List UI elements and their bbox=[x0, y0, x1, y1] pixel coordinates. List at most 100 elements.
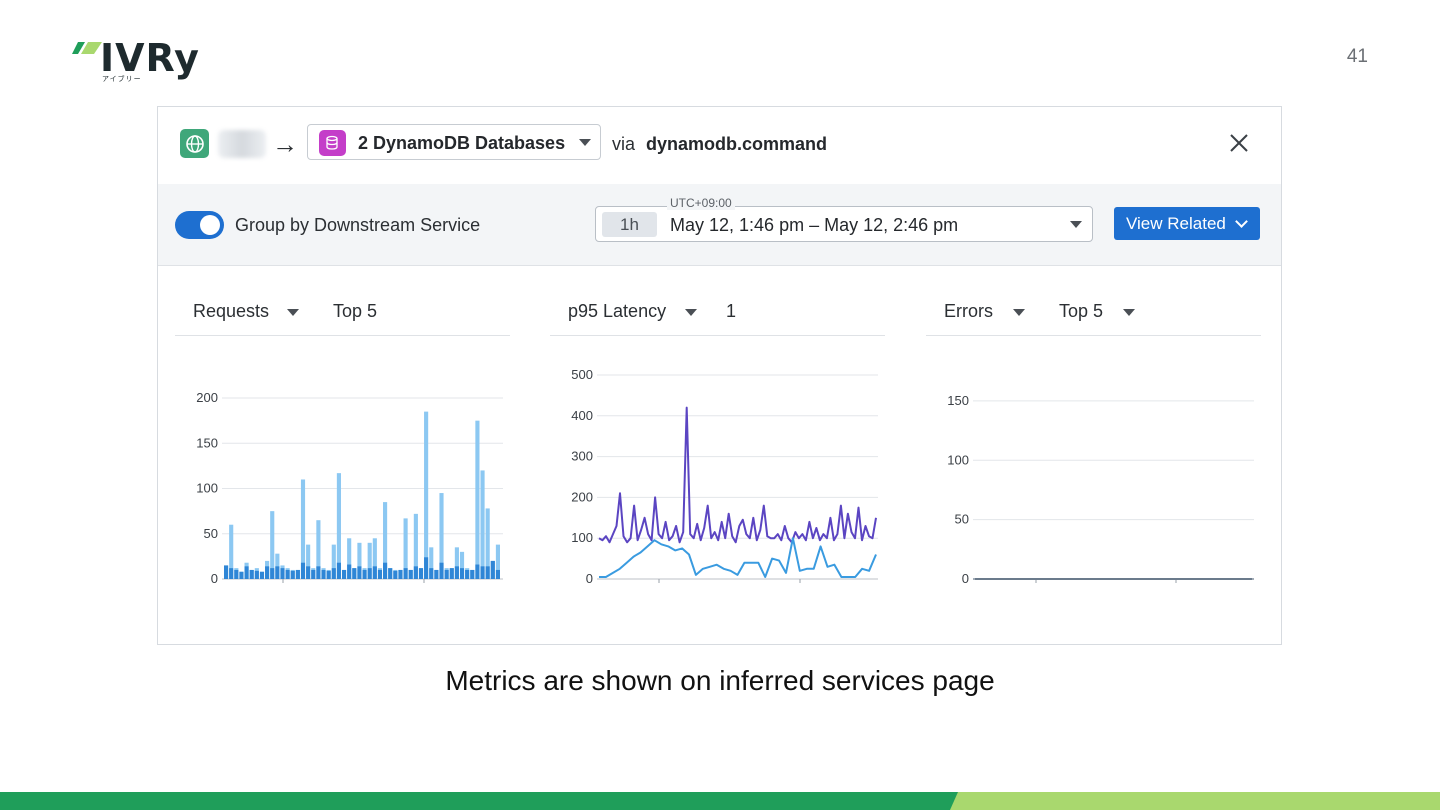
chevron-down-icon bbox=[1235, 215, 1248, 228]
database-select-label: 2 DynamoDB Databases bbox=[358, 133, 565, 154]
y-tick-label: 0 bbox=[962, 571, 969, 586]
service-header: → 2 DynamoDB Databases via dynamodb.comm… bbox=[158, 107, 1281, 185]
bar bbox=[470, 570, 474, 579]
bar bbox=[419, 568, 423, 579]
bar bbox=[460, 568, 464, 579]
y-tick-label: 50 bbox=[955, 512, 969, 527]
bar bbox=[255, 571, 259, 579]
y-tick-label: 500 bbox=[571, 367, 593, 382]
bar bbox=[409, 570, 413, 579]
bar bbox=[332, 568, 336, 579]
bar bbox=[234, 570, 238, 579]
x-tick-label: 14:00 bbox=[1020, 587, 1053, 589]
bar bbox=[475, 565, 479, 579]
series-line bbox=[599, 408, 876, 543]
y-tick-label: 400 bbox=[571, 408, 593, 423]
y-tick-label: 300 bbox=[571, 449, 593, 464]
errors-widget: Errors Top 5 05010015014:0014:30 bbox=[926, 289, 1261, 589]
bar bbox=[388, 568, 392, 579]
bar bbox=[280, 568, 284, 579]
arrow-right-icon: → bbox=[272, 129, 298, 160]
x-tick-label: 14:30 bbox=[408, 587, 441, 589]
bar bbox=[445, 570, 449, 579]
range-text: May 12, 1:46 pm – May 12, 2:46 pm bbox=[670, 215, 958, 236]
y-tick-label: 100 bbox=[571, 530, 593, 545]
timezone-label: UTC+09:00 bbox=[667, 196, 735, 210]
command-name: dynamodb.command bbox=[646, 134, 827, 155]
bar bbox=[486, 566, 490, 579]
bar bbox=[424, 557, 428, 579]
bar bbox=[316, 566, 320, 579]
view-related-label: View Related bbox=[1126, 214, 1226, 233]
bar bbox=[393, 571, 397, 579]
series-line bbox=[599, 538, 876, 577]
footer-bar bbox=[0, 792, 1440, 810]
bar bbox=[270, 568, 274, 579]
bar bbox=[260, 572, 264, 579]
requests-widget: Requests Top 5 0 50 100 150 200 14:00 14:30 bbox=[175, 289, 510, 589]
view-related-button[interactable]: View Related bbox=[1114, 207, 1260, 240]
bar bbox=[434, 570, 438, 579]
bar bbox=[368, 568, 372, 579]
bar bbox=[357, 566, 361, 579]
bar bbox=[342, 570, 346, 579]
y-tick-label: 50 bbox=[204, 526, 218, 541]
group-by-label: Group by Downstream Service bbox=[235, 215, 480, 236]
bar bbox=[245, 566, 249, 579]
y-tick-label: 200 bbox=[571, 489, 593, 504]
bar bbox=[347, 565, 351, 579]
bar bbox=[378, 570, 382, 579]
y-tick-label: 0 bbox=[586, 571, 593, 586]
bar bbox=[491, 561, 495, 579]
time-range-picker[interactable]: 1h May 12, 1:46 pm – May 12, 2:46 pm bbox=[595, 206, 1093, 242]
group-by-toggle[interactable] bbox=[175, 211, 224, 239]
latency-chart: 010020030040050014:0014:30 bbox=[550, 289, 885, 589]
bar bbox=[424, 412, 428, 579]
database-icon bbox=[319, 130, 346, 156]
bar bbox=[291, 571, 295, 579]
bar bbox=[275, 566, 279, 579]
database-select[interactable]: 2 DynamoDB Databases bbox=[307, 124, 601, 160]
bar bbox=[296, 570, 300, 579]
bar bbox=[311, 570, 315, 579]
x-tick-label: 14:00 bbox=[267, 587, 300, 589]
bar bbox=[465, 570, 469, 579]
y-tick-label: 150 bbox=[196, 435, 218, 450]
via-label: via bbox=[612, 134, 635, 155]
y-tick-label: 150 bbox=[947, 393, 969, 408]
caret-down-icon bbox=[1070, 221, 1082, 228]
bar bbox=[439, 563, 443, 579]
bar bbox=[327, 571, 331, 579]
errors-chart: 0 50 100 150 14:00 14:30 bbox=[926, 289, 1261, 589]
toggle-knob bbox=[200, 215, 220, 235]
x-tick-label: 14:30 bbox=[1160, 587, 1193, 589]
bar bbox=[475, 421, 479, 579]
y-tick-label: 100 bbox=[196, 481, 218, 496]
requests-chart: 0 50 100 150 200 14:00 14:30 bbox=[175, 289, 510, 589]
bar bbox=[404, 568, 408, 579]
latency-widget: p95 Latency 1 0 100 200 300 400 500 14:00 14:30 bbox=[550, 289, 885, 589]
bar bbox=[337, 563, 341, 579]
bar bbox=[239, 572, 243, 579]
bar bbox=[480, 470, 484, 579]
bar bbox=[363, 570, 367, 579]
bar bbox=[250, 570, 254, 579]
bar bbox=[229, 568, 233, 579]
bar bbox=[373, 566, 377, 579]
bar bbox=[383, 563, 387, 579]
bar bbox=[224, 565, 228, 579]
bar bbox=[455, 566, 459, 579]
globe-icon bbox=[180, 129, 209, 158]
bar bbox=[398, 570, 402, 579]
y-tick-label: 200 bbox=[196, 390, 218, 405]
filter-toolbar: Group by Downstream Service UTC+09:00 1h… bbox=[158, 184, 1281, 266]
range-pill[interactable]: 1h bbox=[602, 212, 657, 237]
bar bbox=[480, 566, 484, 579]
bar bbox=[286, 570, 290, 579]
bar bbox=[306, 566, 310, 579]
bar bbox=[429, 568, 433, 579]
close-icon[interactable] bbox=[1227, 131, 1251, 155]
metrics-panel: → 2 DynamoDB Databases via dynamodb.comm… bbox=[157, 106, 1282, 645]
caret-down-icon bbox=[579, 139, 591, 146]
logo-mark-icon bbox=[72, 42, 102, 56]
